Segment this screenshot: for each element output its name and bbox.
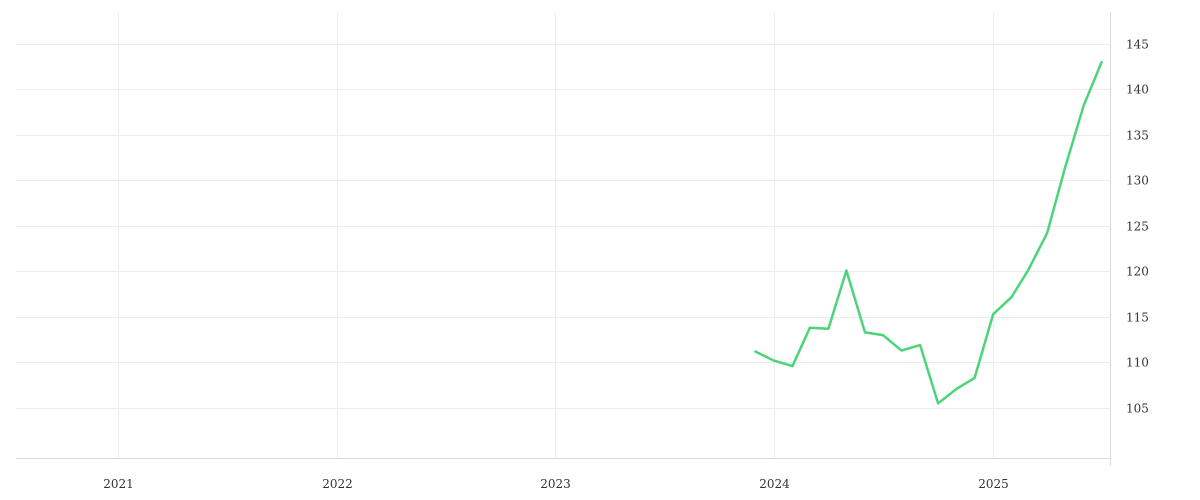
- axes: [16, 12, 1111, 466]
- series-line-0: [754, 60, 1103, 405]
- x-tick-label-2021: 2021: [103, 477, 134, 491]
- y-tick-label-105: 105: [1126, 402, 1149, 416]
- series: [754, 60, 1103, 405]
- y-tick-label-115: 115: [1126, 311, 1149, 325]
- y-tick-label-135: 135: [1126, 129, 1149, 143]
- y-tick-label-125: 125: [1126, 220, 1149, 234]
- y-tick-label-145: 145: [1126, 38, 1149, 52]
- grid: [16, 12, 1110, 458]
- x-tick-label-2024: 2024: [759, 477, 790, 491]
- y-tick-label-120: 120: [1126, 265, 1149, 279]
- x-tick-label-2023: 2023: [540, 477, 571, 491]
- x-tick-label-2025: 2025: [978, 477, 1009, 491]
- y-tick-label-130: 130: [1126, 174, 1149, 188]
- tick-labels: 2021 2022 2023 2024 2025 105 110 115 120 125 130 13…: [103, 38, 1149, 492]
- y-tick-label-110: 110: [1126, 356, 1149, 370]
- x-tick-label-2022: 2022: [322, 477, 353, 491]
- y-tick-label-140: 140: [1126, 83, 1149, 97]
